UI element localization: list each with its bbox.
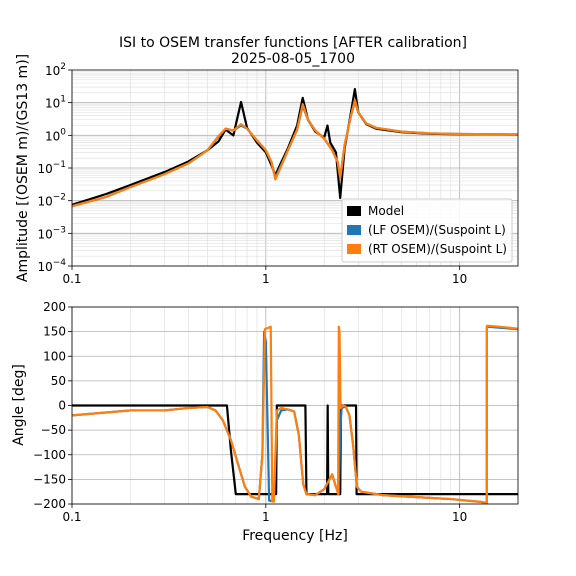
legend-label: (LF OSEM)/(Suspoint L) xyxy=(368,223,506,237)
y-tick-label: 100 xyxy=(43,349,66,363)
y-tick-label: −50 xyxy=(41,423,66,437)
y-tick-label: −150 xyxy=(33,472,66,486)
x-tick-label: 0.1 xyxy=(62,510,81,524)
amplitude-y-axis-label: Amplitude [(OSEM m)/(GS13 m)] xyxy=(15,54,31,282)
y-tick-label: −200 xyxy=(33,497,66,511)
x-tick-label: 1 xyxy=(262,510,270,524)
y-tick-label: 50 xyxy=(51,374,66,388)
x-tick-label: 0.1 xyxy=(62,272,81,286)
y-tick-label: 10−2 xyxy=(37,193,66,209)
y-tick-label: −100 xyxy=(33,448,66,462)
y-tick-label: 101 xyxy=(45,95,66,111)
legend-swatch xyxy=(347,225,361,235)
series-line-model xyxy=(72,88,518,206)
series-line-rt-osem xyxy=(72,98,518,208)
series-line-lf-osem xyxy=(72,100,518,208)
x-tick-label: 1 xyxy=(262,272,270,286)
chart-title-line1: ISI to OSEM transfer functions [AFTER ca… xyxy=(119,35,467,51)
legend-label: Model xyxy=(368,204,404,218)
y-tick-label: 150 xyxy=(43,325,66,339)
x-tick-label: 10 xyxy=(452,272,467,286)
y-tick-label: 102 xyxy=(45,62,66,78)
chart-title-line2: 2025-08-05_1700 xyxy=(231,51,355,67)
series-line-rt-osem xyxy=(72,324,518,504)
legend-box xyxy=(341,198,513,263)
legend-swatch xyxy=(347,244,361,254)
legend-swatch xyxy=(347,206,361,216)
legend: Model (LF OSEM)/(Suspoint L) (RT OSEM)/(Su… xyxy=(341,198,513,263)
x-axis-label: Frequency [Hz] xyxy=(242,528,348,544)
y-tick-label: 0 xyxy=(58,399,66,413)
phase-panel: 0.1 1 10 200 150 100 50 0 −50 −100 −150 −200 xyxy=(33,300,519,524)
y-tick-label: 10−4 xyxy=(37,258,66,274)
y-tick-label: 10−1 xyxy=(37,160,66,176)
phase-y-axis-label: Angle [deg] xyxy=(11,364,27,446)
y-tick-label: 10−3 xyxy=(37,225,66,241)
legend-label: (RT OSEM)/(Suspoint L) xyxy=(368,242,507,256)
y-tick-label: 100 xyxy=(45,127,66,143)
y-tick-label: 200 xyxy=(43,300,66,314)
x-tick-label: 10 xyxy=(452,510,467,524)
